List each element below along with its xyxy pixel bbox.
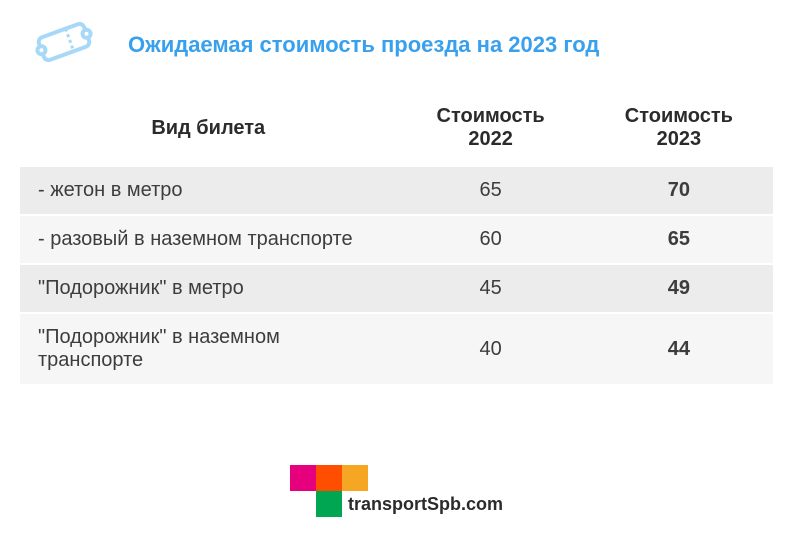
page-title: Ожидаемая стоимость проезда на 2023 год <box>128 32 599 58</box>
ticket-outline <box>37 23 90 62</box>
cell-2023: 70 <box>585 166 773 215</box>
table-row: "Подорожник" в метро 45 49 <box>20 264 773 313</box>
logo-sq-orange <box>316 465 342 491</box>
logo-sq-magenta <box>290 465 316 491</box>
col-ticket-type: Вид билета <box>20 91 397 166</box>
cell-2023: 49 <box>585 264 773 313</box>
logo-sq-ochre <box>342 465 368 491</box>
cell-name: "Подорожник" в наземном транспорте <box>20 313 397 384</box>
brand-label: transportSpb.com <box>348 494 503 515</box>
cell-name: - жетон в метро <box>20 166 397 215</box>
logo-sq-green <box>316 491 342 517</box>
header: Ожидаемая стоимость проезда на 2023 год <box>0 0 793 81</box>
table-row: - жетон в метро 65 70 <box>20 166 773 215</box>
cell-name: "Подорожник" в метро <box>20 264 397 313</box>
table-header-row: Вид билета Стоимость 2022 Стоимость 2023 <box>20 91 773 166</box>
cell-2022: 65 <box>397 166 585 215</box>
cell-2023: 65 <box>585 215 773 264</box>
cell-2022: 60 <box>397 215 585 264</box>
price-table: Вид билета Стоимость 2022 Стоимость 2023… <box>20 91 773 384</box>
cell-2023: 44 <box>585 313 773 384</box>
table-body: - жетон в метро 65 70 - разовый в наземн… <box>20 166 773 384</box>
col-price-2023: Стоимость 2023 <box>585 91 773 166</box>
col-price-2022: Стоимость 2022 <box>397 91 585 166</box>
table-row: - разовый в наземном транспорте 60 65 <box>20 215 773 264</box>
ticket-icon <box>30 18 98 71</box>
logo-icon: transportSpb.com <box>290 465 503 517</box>
cell-2022: 45 <box>397 264 585 313</box>
table-row: "Подорожник" в наземном транспорте 40 44 <box>20 313 773 384</box>
footer: transportSpb.com <box>0 465 793 517</box>
cell-name: - разовый в наземном транспорте <box>20 215 397 264</box>
cell-2022: 40 <box>397 313 585 384</box>
